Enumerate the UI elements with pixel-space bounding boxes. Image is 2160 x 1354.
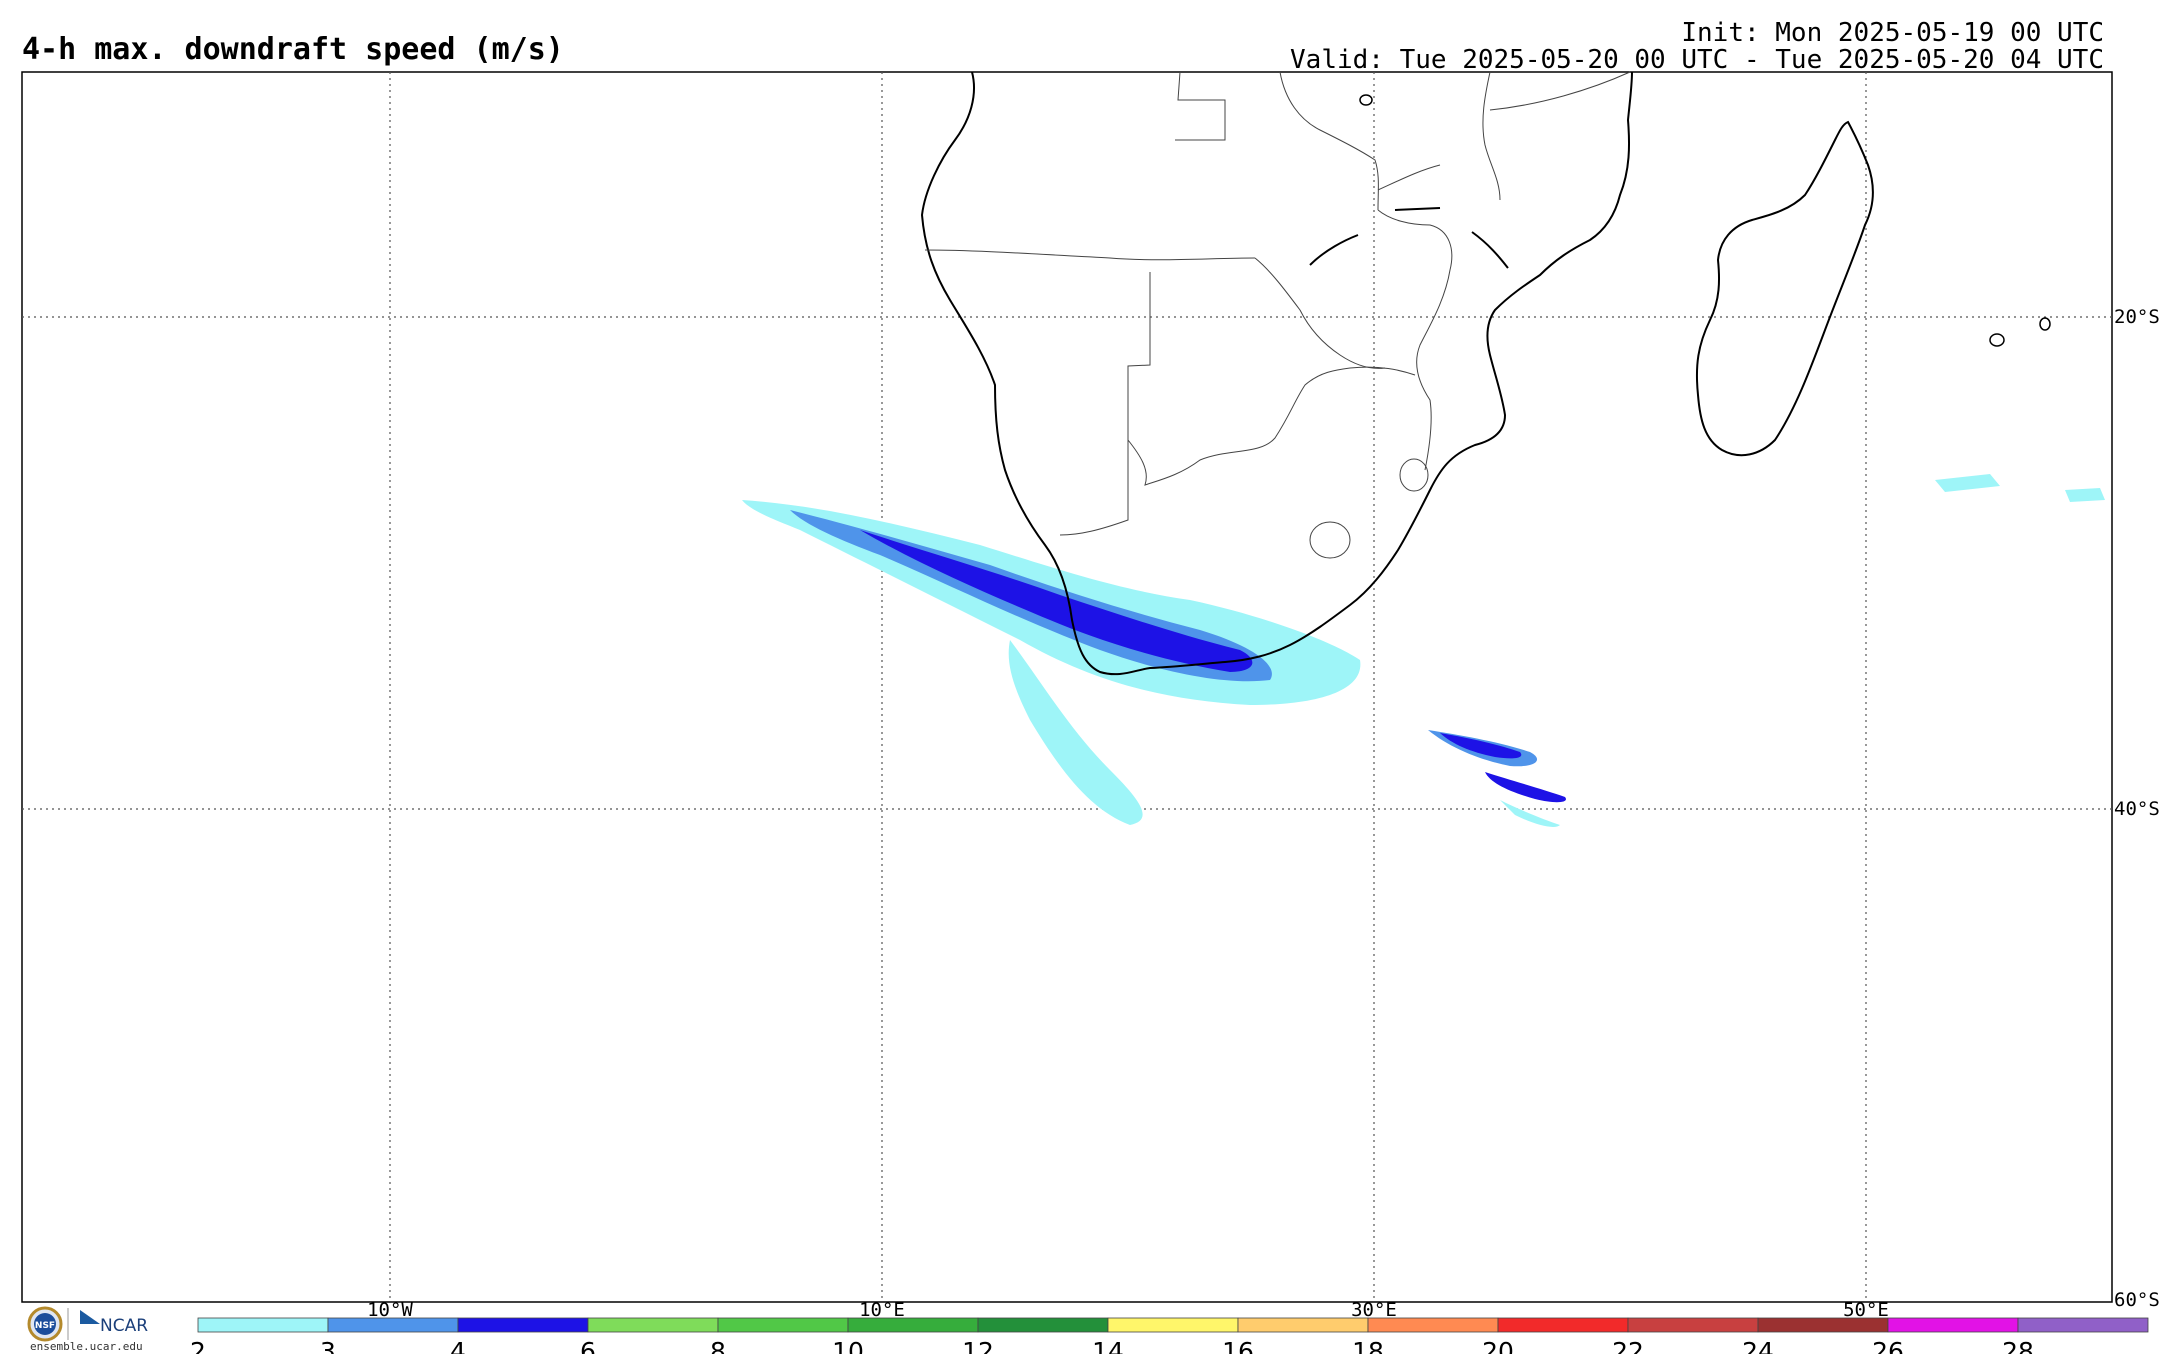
colorbar-segment bbox=[1237, 1317, 1369, 1333]
border-angola-south bbox=[924, 249, 1256, 261]
lon-label-10e: 10°E bbox=[859, 1299, 905, 1321]
lon-label-10w: 10°W bbox=[367, 1299, 413, 1321]
colorbar-segment bbox=[2017, 1317, 2149, 1333]
reunion-coastline bbox=[2039, 317, 2051, 331]
lake-coastline bbox=[1359, 94, 1373, 106]
svg-text:NCAR: NCAR bbox=[100, 1316, 148, 1336]
mauritius-coastline bbox=[1989, 333, 2005, 347]
colorbar-tick-label: 16 bbox=[1222, 1337, 1254, 1354]
border-botswana-south bbox=[1127, 366, 1416, 486]
coastlines bbox=[920, 71, 2051, 676]
border-zambia-east bbox=[1279, 71, 1379, 211]
colorbar-segment bbox=[1887, 1317, 2019, 1333]
lat-label-40s: 40°S bbox=[2114, 798, 2160, 820]
colorbar-labels: 2 3 4 6 8 10 12 14 16 18 20 22 24 26 28 bbox=[190, 1337, 2034, 1354]
downdraft-shading bbox=[742, 474, 2105, 827]
svg-text:NSF: NSF bbox=[35, 1321, 55, 1331]
colorbar-segment bbox=[197, 1317, 329, 1333]
colorbar-tick-label: 14 bbox=[1092, 1337, 1124, 1354]
colorbar-tick-label: 26 bbox=[1872, 1337, 1904, 1354]
graticule bbox=[22, 72, 2112, 1302]
colorbar-segment bbox=[1107, 1317, 1239, 1333]
shading-east-core bbox=[1440, 733, 1522, 759]
lon-label-30e: 30°E bbox=[1351, 1299, 1397, 1321]
shading-madagascar-east bbox=[1935, 474, 2000, 492]
lake-cahora-bassa bbox=[1471, 231, 1509, 269]
colorbar-segment bbox=[717, 1317, 849, 1333]
forecast-times: Init: Mon 2025-05-19 00 UTC Valid: Tue 2… bbox=[1290, 20, 2104, 74]
country-borders bbox=[924, 71, 1631, 559]
lake-kariba bbox=[1309, 234, 1359, 266]
border-mozambique-north bbox=[1377, 164, 1441, 191]
colorbar-tick-label: 8 bbox=[710, 1337, 726, 1354]
shading-2-3-tail bbox=[1008, 640, 1143, 825]
shading-4-6 bbox=[860, 530, 1253, 672]
border-zimbabwe-west bbox=[1254, 257, 1386, 369]
latitude-labels: 20°S 40°S 60°S bbox=[2114, 306, 2160, 1311]
logos: NSF NCAR bbox=[27, 1306, 148, 1342]
colorbar-segment bbox=[457, 1317, 589, 1333]
colorbar-segment bbox=[977, 1317, 1109, 1333]
colorbar bbox=[197, 1317, 2149, 1333]
colorbar-segment bbox=[327, 1317, 459, 1333]
lat-label-20s: 20°S bbox=[2114, 306, 2160, 328]
colorbar-segment bbox=[1757, 1317, 1889, 1333]
valid-time: Valid: Tue 2025-05-20 00 UTC - Tue 2025-… bbox=[1290, 45, 2104, 75]
map-frame bbox=[21, 71, 2113, 1303]
colorbar-segment bbox=[1497, 1317, 1629, 1333]
lake-bangweulu bbox=[1394, 207, 1441, 211]
shading-east-tail bbox=[1500, 800, 1560, 827]
lon-label-50e: 50°E bbox=[1843, 1299, 1889, 1321]
colorbar-segment bbox=[1367, 1317, 1499, 1333]
site-url: ensemble.ucar.edu bbox=[30, 1340, 143, 1353]
colorbar-tick-label: 6 bbox=[580, 1337, 596, 1354]
init-time: Init: Mon 2025-05-19 00 UTC bbox=[1681, 18, 2104, 48]
madagascar-coastline bbox=[1695, 120, 1874, 457]
colorbar-tick-label: 3 bbox=[320, 1337, 336, 1354]
colorbar-tick-label: 24 bbox=[1742, 1337, 1774, 1354]
colorbar-segment bbox=[1627, 1317, 1759, 1333]
border-lesotho bbox=[1309, 521, 1351, 559]
africa-coastline bbox=[920, 71, 1633, 676]
ncar-logo: NCAR bbox=[80, 1310, 148, 1336]
nsf-logo: NSF bbox=[27, 1306, 63, 1342]
shading-far-east bbox=[2065, 488, 2105, 502]
lat-label-60s: 60°S bbox=[2114, 1289, 2160, 1311]
colorbar-tick-label: 2 bbox=[190, 1337, 206, 1354]
colorbar-tick-label: 28 bbox=[2002, 1337, 2034, 1354]
colorbar-tick-label: 10 bbox=[832, 1337, 864, 1354]
colorbar-tick-label: 22 bbox=[1612, 1337, 1644, 1354]
shading-east-band bbox=[1485, 772, 1566, 803]
map-title: 4-h max. downdraft speed (m/s) bbox=[22, 32, 564, 67]
colorbar-tick-label: 20 bbox=[1482, 1337, 1514, 1354]
colorbar-tick-label: 4 bbox=[450, 1337, 466, 1354]
colorbar-segment bbox=[587, 1317, 719, 1333]
colorbar-segment bbox=[847, 1317, 979, 1333]
border-tanzania bbox=[1489, 71, 1631, 111]
border-eswatini bbox=[1399, 458, 1429, 492]
border-namibia bbox=[1059, 272, 1151, 536]
border-malawi bbox=[1482, 71, 1501, 201]
border-mozambique-south bbox=[1377, 209, 1453, 471]
colorbar-tick-label: 12 bbox=[962, 1337, 994, 1354]
border-zambia-north bbox=[1175, 71, 1226, 141]
longitude-labels: 10°W 10°E 30°E 50°E bbox=[367, 1299, 1889, 1321]
colorbar-tick-label: 18 bbox=[1352, 1337, 1384, 1354]
